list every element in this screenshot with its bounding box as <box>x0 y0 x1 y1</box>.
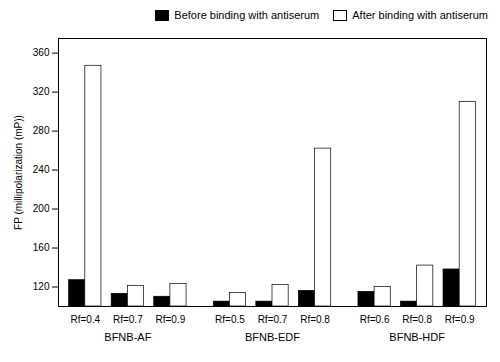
svg-text:Rf=0.9: Rf=0.9 <box>445 314 475 325</box>
svg-text:BFNB-HDF: BFNB-HDF <box>389 331 445 343</box>
svg-text:Rf=0.8: Rf=0.8 <box>300 314 330 325</box>
svg-text:160: 160 <box>33 242 50 253</box>
svg-text:320: 320 <box>33 86 50 97</box>
svg-text:360: 360 <box>33 47 50 58</box>
svg-text:Rf=0.8: Rf=0.8 <box>402 314 432 325</box>
svg-text:Rf=0.4: Rf=0.4 <box>70 314 100 325</box>
svg-text:FP (millipolarization (mP)): FP (millipolarization (mP)) <box>13 115 24 230</box>
svg-text:Rf=0.7: Rf=0.7 <box>113 314 143 325</box>
svg-text:BFNB-AF: BFNB-AF <box>104 331 151 343</box>
html-text:After binding with antiserum: After binding with antiserum <box>352 9 488 21</box>
svg-text:Rf=0.5: Rf=0.5 <box>215 314 245 325</box>
svg-text:280: 280 <box>33 125 50 136</box>
html-text:Before binding with antiserum: Before binding with antiserum <box>174 9 320 21</box>
svg-text:Rf=0.9: Rf=0.9 <box>156 314 186 325</box>
svg-text:200: 200 <box>33 203 50 214</box>
svg-text:Rf=0.6: Rf=0.6 <box>360 314 390 325</box>
svg-text:Rf=0.7: Rf=0.7 <box>258 314 288 325</box>
svg-text:BFNB-EDF: BFNB-EDF <box>245 331 300 343</box>
svg-text:240: 240 <box>33 164 50 175</box>
svg-text:120: 120 <box>33 281 50 292</box>
